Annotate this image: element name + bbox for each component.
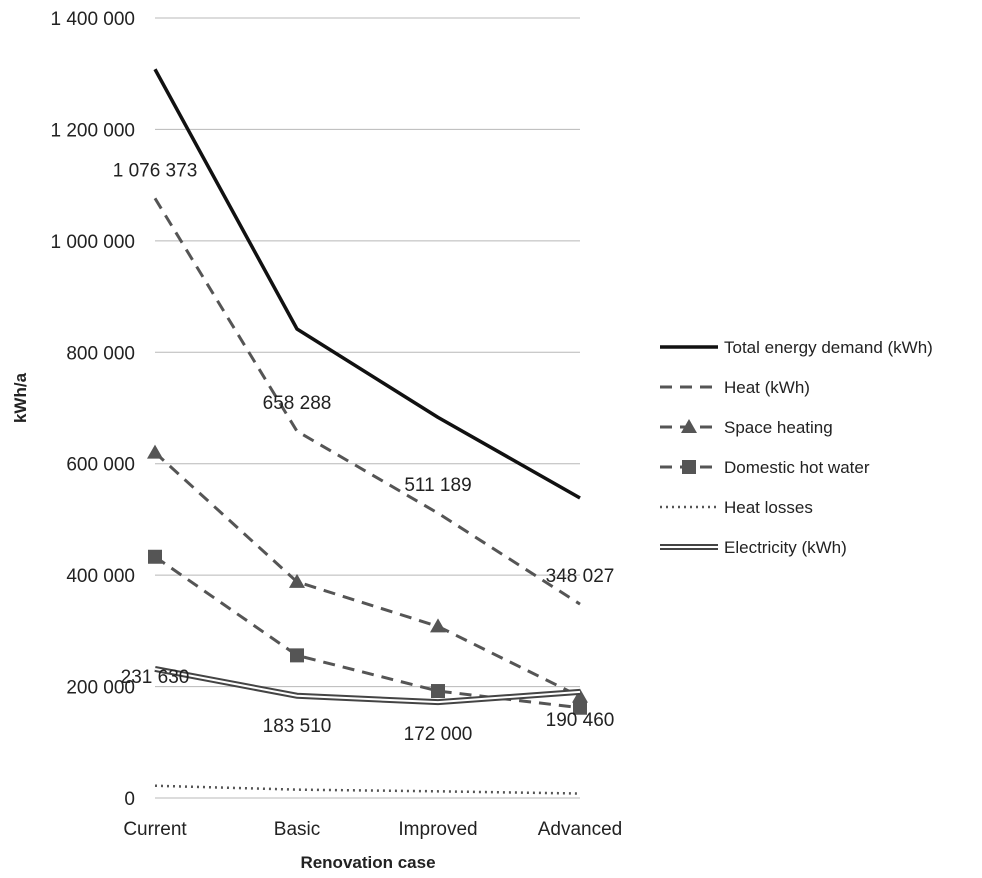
data-label: 348 027 [546,566,615,587]
series-line-heat-kwh [153,197,581,606]
x-tick-label: Basic [274,819,320,840]
y-tick-label: 200 000 [66,678,135,699]
triangle-marker [572,688,588,703]
x-axis-tick-labels: Current Basic Improved Advanced [123,819,622,840]
y-tick-label: 800 000 [66,343,135,364]
legend-label: Domestic hot water [724,458,870,477]
x-tick-label: Current [123,819,187,840]
legend-item: Space heating [660,418,833,437]
square-marker [682,460,696,474]
legend-item: Heat (kWh) [660,378,810,397]
y-axis-title: kWh/a [11,372,30,423]
y-tick-label: 400 000 [66,566,135,587]
series-line-heat-losses [154,784,581,795]
square-marker [290,648,304,663]
square-marker [573,700,587,715]
data-label: 190 460 [546,710,615,731]
square-marker [148,549,162,564]
legend-item: Total energy demand (kWh) [660,338,933,357]
y-axis-tick-labels: 0 200 000 400 000 600 000 800 000 1 000 000 1 … [50,9,135,810]
series-line-total-energy-demand-kwh [153,68,581,500]
square-marker [431,684,445,699]
legend-label: Heat (kWh) [724,378,810,397]
legend-item: Domestic hot water [660,458,870,477]
data-label: 183 510 [263,716,332,737]
data-label: 172 000 [404,724,473,745]
triangle-marker [289,573,305,588]
data-label: 658 288 [263,393,332,414]
triangle-marker [147,444,163,459]
x-tick-label: Improved [398,819,477,840]
legend-label: Electricity (kWh) [724,538,847,557]
data-label: 231 630 [121,667,190,688]
triangle-marker [681,419,697,433]
y-tick-label: 1 400 000 [50,9,135,30]
x-tick-label: Advanced [538,819,623,840]
y-tick-label: 600 000 [66,455,135,476]
y-tick-label: 0 [124,789,135,810]
legend-item: Electricity (kWh) [660,538,847,557]
legend-item: Heat losses [660,498,813,517]
y-tick-label: 1 200 000 [50,120,135,141]
series-lines [147,68,588,795]
legend: Total energy demand (kWh) Heat (kWh) Space… [660,338,933,557]
series-line-space-heating [153,451,581,698]
legend-label: Heat losses [724,498,813,517]
legend-label: Total energy demand (kWh) [724,338,933,357]
x-axis-title: Renovation case [300,853,435,872]
y-tick-label: 1 000 000 [50,232,135,253]
data-labels: 1 076 373 658 288 511 189 348 027 231 630 183… [113,160,615,745]
gridlines [155,17,580,799]
triangle-marker [430,618,446,633]
data-label: 511 189 [404,475,471,496]
data-label: 1 076 373 [113,160,198,181]
series-line-inner [154,667,581,704]
legend-label: Space heating [724,418,833,437]
series-line-domestic-hot-water [154,555,581,710]
